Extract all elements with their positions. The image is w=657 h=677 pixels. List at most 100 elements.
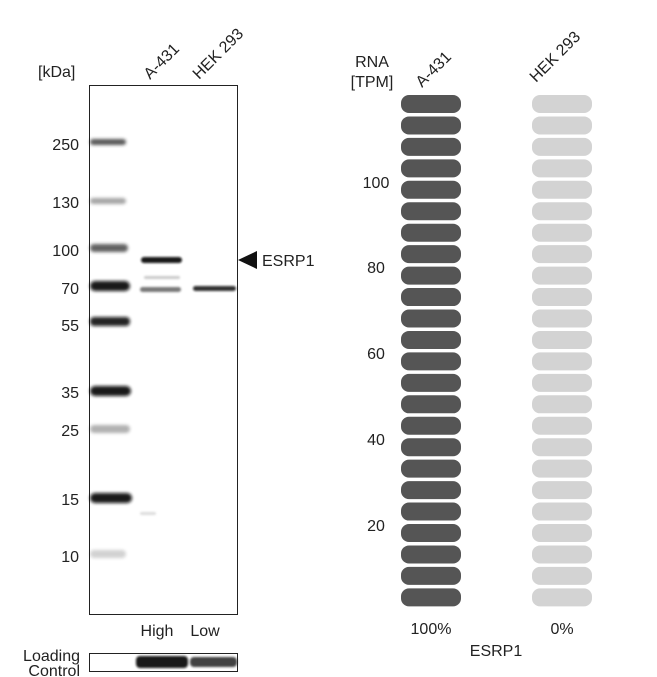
marker-label-10: 10 [61,549,79,566]
ladder-band-35 [90,386,131,396]
marker-label-25: 25 [61,423,79,440]
rna-tile-a431 [401,481,461,500]
rna-tile-hek293 [532,502,592,521]
rna-tile-hek293 [532,524,592,542]
ladder-band-70 [90,281,130,291]
ladder-band-100 [90,244,128,252]
rna-tile-a431 [401,373,461,392]
rna-tile-hek293 [532,566,592,585]
a431-esrp1-band [141,257,182,263]
loading-control-label-line2: Control [28,663,80,677]
a431-faint-band [144,276,180,279]
rna-tile-hek293 [532,309,592,328]
rna-tick-20: 20 [367,518,385,535]
rna-tile-a431 [401,502,461,521]
rna-tile-hek293 [532,481,592,500]
marker-label-15: 15 [61,492,79,509]
rna-tile-a431 [401,459,461,478]
a431-background-spot [140,512,156,515]
lane-label-hek293: HEK 293 [190,25,247,82]
rna-tile-a431 [401,95,461,113]
rna-tile-hek293 [532,116,592,135]
rna-tile-a431 [401,416,461,435]
rna-tick-40: 40 [367,432,385,449]
ladder-band-130 [90,198,126,204]
ladder-band-10 [90,550,126,558]
rna-tile-hek293 [532,438,592,457]
rna-tile-hek293 [532,459,592,478]
rna-tile-hek293 [532,223,592,242]
rna-tile-hek293 [532,288,592,307]
blot-membrane [89,85,238,615]
rna-tile-a431 [401,395,461,414]
rna-title-line2: [TPM] [351,74,394,91]
marker-label-70: 70 [61,281,79,298]
rna-tile-a431 [401,524,461,542]
rna-tile-hek293 [532,373,592,392]
rna-tile-a431 [401,180,461,199]
loading-control-band-a431 [136,656,188,668]
rna-tile-hek293 [532,95,592,113]
rna-tile-hek293 [532,202,592,221]
ladder-bands [90,139,132,558]
rna-tile-hek293 [532,245,592,264]
rna-tile-a431 [401,330,461,349]
ladder-band-25 [90,425,130,433]
rna-tile-hek293 [532,588,592,607]
rna-gene-label: ESRP1 [470,643,523,660]
rna-tile-a431 [401,266,461,285]
rna-tick-100: 100 [363,175,390,192]
rna-tile-a431 [401,116,461,135]
rna-tile-hek293 [532,395,592,414]
rna-tile-a431 [401,309,461,328]
marker-label-35: 35 [61,385,79,402]
target-label: ESRP1 [262,253,315,270]
ladder-band-55 [90,317,130,326]
rna-tile-a431 [401,352,461,371]
sample-bands [140,257,236,515]
rna-tile-hek293 [532,159,592,178]
rna-tile-hek293 [532,180,592,199]
lane-label-a431: A-431 [141,41,183,83]
rna-tick-80: 80 [367,260,385,277]
rna-scale-ticks: 100 80 60 40 20 [363,175,390,535]
kda-unit-label: [kDa] [38,64,75,81]
rna-tile-a431 [401,588,461,607]
rna-tile-a431 [401,566,461,585]
rna-tile-a431 [401,223,461,242]
loading-control-band-hek293 [190,657,237,667]
expression-label-low: Low [190,623,220,640]
rna-value-a431: 100% [411,621,452,638]
rna-tile-a431 [401,202,461,221]
rna-column-label-a431: A-431 [413,49,455,91]
rna-tile-hek293 [532,137,592,156]
rna-tile-a431 [401,159,461,178]
hek293-70kda-band [193,286,236,291]
rna-tile-a431 [401,438,461,457]
rna-tile-a431 [401,137,461,156]
marker-label-250: 250 [52,137,79,154]
rna-tile-hek293 [532,266,592,285]
rna-tile-hek293 [532,352,592,371]
marker-label-55: 55 [61,318,79,335]
rna-tile-a431 [401,245,461,264]
rna-tile-hek293 [532,545,592,564]
rna-title-line1: RNA [355,54,389,71]
rna-tile-hek293 [532,416,592,435]
rna-tick-60: 60 [367,346,385,363]
rna-column-label-hek293: HEK 293 [527,28,584,85]
a431-70kda-band [140,287,181,292]
rna-tile-a431 [401,545,461,564]
marker-label-130: 130 [52,195,79,212]
rna-column-hek293 [532,95,592,607]
marker-labels: 250 130 100 70 55 35 25 15 10 [52,137,79,566]
rna-tile-a431 [401,288,461,307]
expression-label-high: High [141,623,174,640]
loading-control-label-line1: Loading [23,648,80,665]
rna-tile-hek293 [532,330,592,349]
esrp1-arrow-icon [238,251,257,269]
rna-column-a431 [401,95,461,607]
ladder-band-250 [90,139,126,145]
rna-value-hek293: 0% [550,621,573,638]
